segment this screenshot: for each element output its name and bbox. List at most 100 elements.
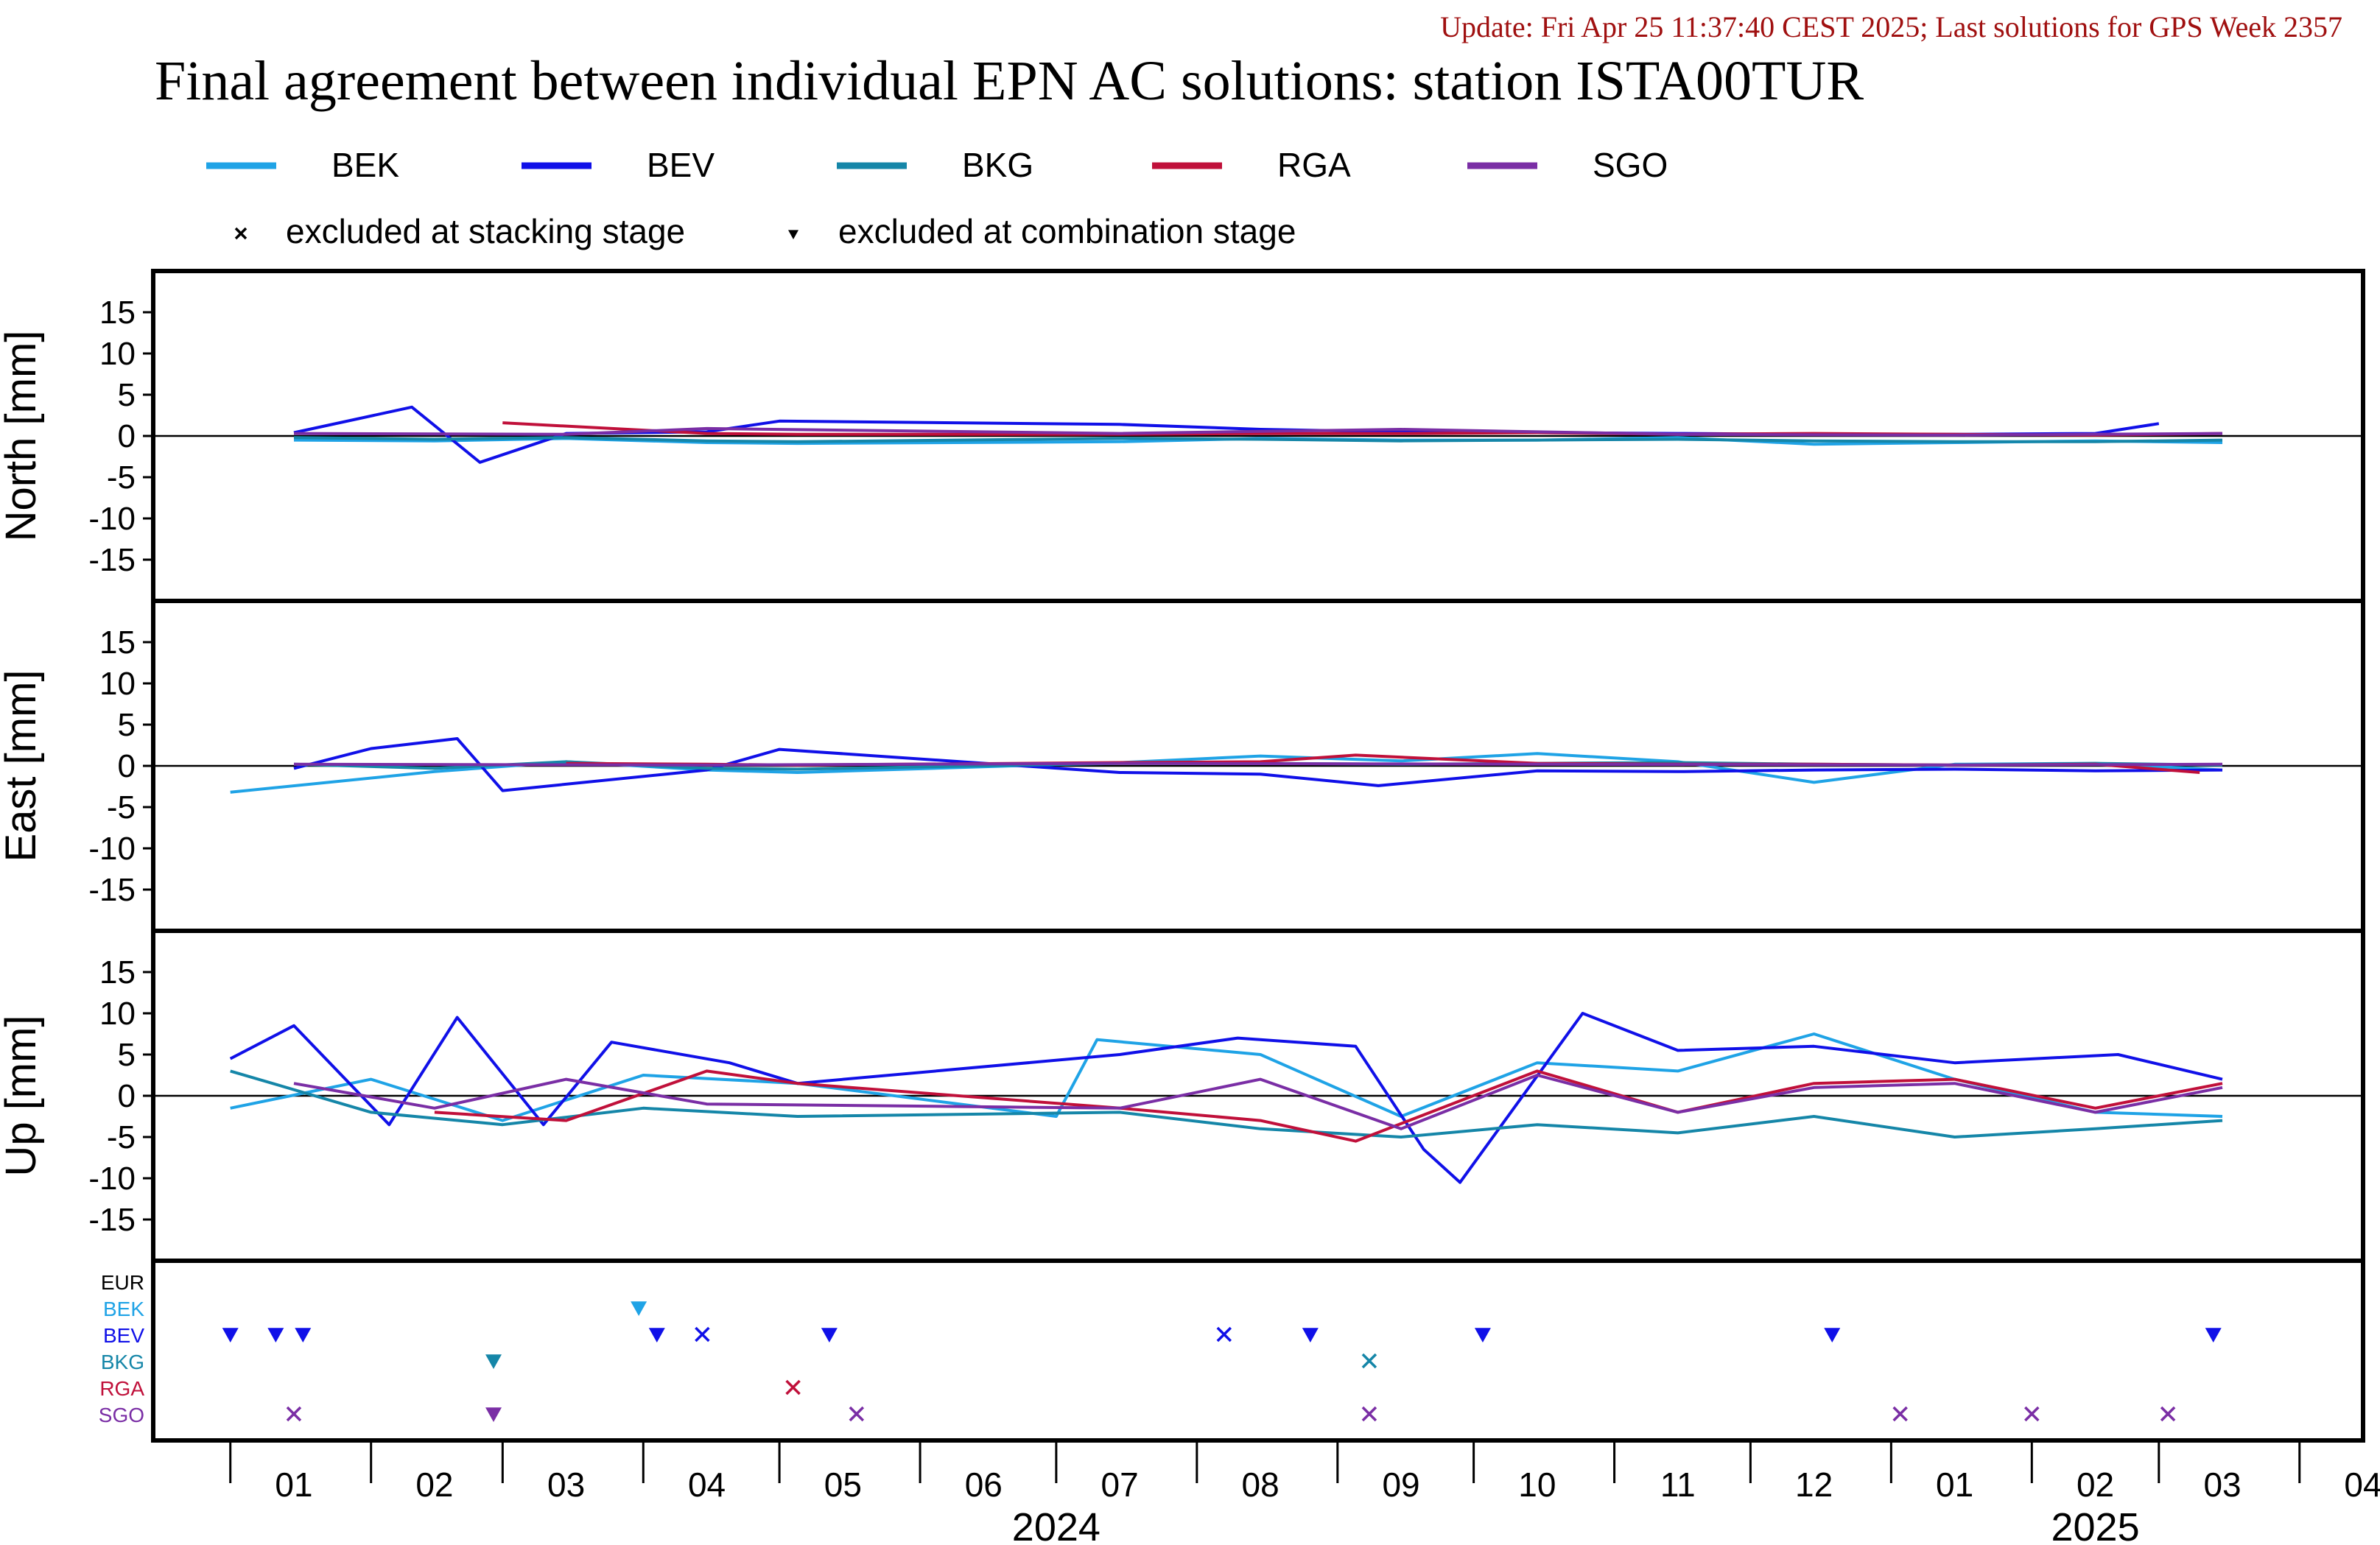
- exclusion-row-label-bkg: BKG: [101, 1351, 144, 1373]
- x-tick-label: 06: [965, 1465, 1003, 1504]
- legend-label-rga: RGA: [1277, 146, 1351, 184]
- series-line-bek: [230, 1032, 2223, 1122]
- y-tick-label: -5: [107, 460, 136, 496]
- exclusion-row-label-bek: BEK: [103, 1298, 144, 1320]
- y-axis-label: North [mm]: [0, 331, 45, 542]
- legend-item-bek: BEK: [206, 146, 399, 184]
- y-tick-label: 0: [118, 1078, 136, 1114]
- y-tick-label: -15: [88, 872, 136, 908]
- legend-stacking-label: excluded at stacking stage: [286, 212, 685, 250]
- exclusion-row-label-rga: RGA: [99, 1377, 144, 1400]
- x-tick-label: 02: [415, 1465, 453, 1504]
- combination-exclusion-marker: [648, 1328, 665, 1342]
- combination-exclusion-marker: [1474, 1328, 1491, 1342]
- y-tick-label: 15: [99, 624, 136, 661]
- x-tick-label: 11: [1660, 1465, 1696, 1504]
- combination-exclusion-marker: [1824, 1328, 1841, 1342]
- series-line-sgo: [293, 761, 2223, 767]
- combination-exclusion-marker: [2205, 1328, 2222, 1342]
- y-tick-label: -10: [88, 501, 136, 537]
- y-tick-label: 5: [118, 377, 136, 413]
- year-label: 2024: [1012, 1505, 1101, 1545]
- y-tick-label: -15: [88, 542, 136, 578]
- x-axis: 01 02 03 04 05 06 07 08 09 10 11 12 01 02 03 04 2024 2025: [153, 1439, 2380, 1545]
- x-tick-label: 10: [1518, 1465, 1556, 1504]
- combination-exclusion-marker: [485, 1407, 502, 1422]
- y-tick-label: 0: [118, 418, 136, 454]
- combination-marker-shape: [788, 230, 798, 239]
- series-line-bkg: [230, 1069, 2223, 1138]
- series-group: [230, 737, 2223, 794]
- legend-combination-label: excluded at combination stage: [838, 212, 1296, 250]
- legend-markers: excluded at stacking stage excluded at c…: [234, 212, 1296, 250]
- stacking-marker-shape: [234, 227, 248, 240]
- series-group: [229, 1012, 2223, 1184]
- x-tick-label: 03: [547, 1465, 585, 1504]
- panel-0: 15 10 5 0 -5 -10 -15 North [mm]: [0, 269, 2365, 603]
- x-tick-label: 03: [2203, 1465, 2241, 1504]
- y-tick-label: 15: [99, 954, 136, 990]
- y-tick-label: -5: [107, 1119, 136, 1155]
- combination-marker-icon: [788, 230, 798, 239]
- update-text: Update: Fri Apr 25 11:37:40 CEST 2025; L…: [1440, 10, 2342, 43]
- panels: 15 10 5 0 -5 -10 -15 North [mm] 15 10 5 0 -5 -10 -15 Ea…: [0, 269, 2365, 1263]
- exclusion-row-label-sgo: SGO: [99, 1404, 144, 1426]
- y-tick-label: 10: [99, 666, 136, 702]
- y-tick-label: -15: [88, 1202, 136, 1238]
- panel-2: 15 10 5 0 -5 -10 -15 Up [mm]: [0, 929, 2365, 1263]
- legend-item-rga: RGA: [1152, 146, 1351, 184]
- combination-exclusion-marker: [295, 1328, 312, 1342]
- stacking-exclusion-marker: [1361, 1353, 1377, 1369]
- stacking-marker-icon: [234, 227, 248, 240]
- exclusion-row-label-bev: BEV: [103, 1324, 144, 1347]
- series-line-bev: [293, 737, 2223, 792]
- y-axis-label: Up [mm]: [0, 1015, 45, 1176]
- x-tick-label: 01: [1936, 1465, 1973, 1504]
- exclusion-row-label-eur: EUR: [101, 1271, 144, 1294]
- combination-exclusion-marker: [267, 1328, 284, 1342]
- stacking-exclusion-marker: [1892, 1406, 1908, 1422]
- chart-title: Final agreement between individual EPN A…: [155, 50, 1864, 112]
- y-tick-label: 10: [99, 996, 136, 1032]
- legend-item-bkg: BKG: [837, 146, 1033, 184]
- x-tick-label: 04: [2344, 1465, 2380, 1504]
- combination-exclusion-marker: [222, 1328, 239, 1342]
- x-tick-label: 01: [275, 1465, 312, 1504]
- stacking-exclusion-marker: [1216, 1326, 1232, 1342]
- y-tick-label: -10: [88, 1161, 136, 1197]
- combination-exclusion-marker: [1302, 1328, 1319, 1342]
- stacking-exclusion-marker: [695, 1326, 710, 1342]
- exclusion-panel: EUR BEK BEV BKG RGA SGO: [99, 1259, 2365, 1443]
- legend-label-bkg: BKG: [962, 146, 1033, 184]
- series-line-sgo: [293, 1074, 2223, 1130]
- x-tick-label: 09: [1382, 1465, 1419, 1504]
- y-axis-label: East [mm]: [0, 669, 45, 862]
- combination-exclusion-marker: [485, 1354, 502, 1369]
- x-tick-label: 08: [1241, 1465, 1279, 1504]
- stacking-exclusion-marker: [2160, 1406, 2176, 1422]
- x-tick-label: 12: [1795, 1465, 1833, 1504]
- stacking-exclusion-marker: [849, 1406, 865, 1422]
- y-tick-label: 15: [99, 295, 136, 331]
- series-group: [293, 405, 2223, 464]
- legend-label-bek: BEK: [331, 146, 399, 184]
- stacking-exclusion-marker: [1361, 1406, 1377, 1422]
- y-tick-label: 5: [118, 1037, 136, 1073]
- y-tick-label: 5: [118, 707, 136, 743]
- x-tick-label: 02: [2077, 1465, 2114, 1504]
- series-line-bev: [229, 1012, 2223, 1184]
- combination-exclusion-marker: [631, 1301, 647, 1316]
- panel-1: 15 10 5 0 -5 -10 -15 East [mm]: [0, 599, 2365, 933]
- legend: BEK BEV BKG RGA SGO: [206, 146, 1668, 184]
- combination-exclusion-marker: [821, 1328, 838, 1342]
- legend-label-bev: BEV: [647, 146, 715, 184]
- series-line-sgo: [293, 426, 2223, 437]
- legend-item-bev: BEV: [522, 146, 715, 184]
- y-tick-label: 10: [99, 336, 136, 372]
- stacking-exclusion-marker: [286, 1406, 302, 1422]
- y-tick-label: -10: [88, 831, 136, 867]
- legend-label-sgo: SGO: [1593, 146, 1668, 184]
- x-tick-label: 07: [1101, 1465, 1139, 1504]
- x-tick-label: 04: [688, 1465, 726, 1504]
